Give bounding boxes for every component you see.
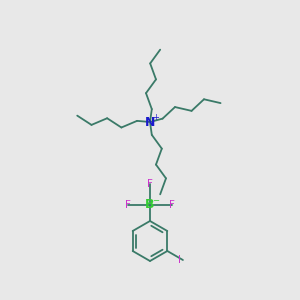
Text: N: N [145,116,155,128]
Text: F: F [147,179,153,189]
Text: −: − [152,196,159,206]
Text: B: B [145,199,155,212]
Text: F: F [125,200,131,210]
Text: +: + [152,113,159,122]
Text: F: F [169,200,175,210]
Text: I: I [178,255,181,265]
